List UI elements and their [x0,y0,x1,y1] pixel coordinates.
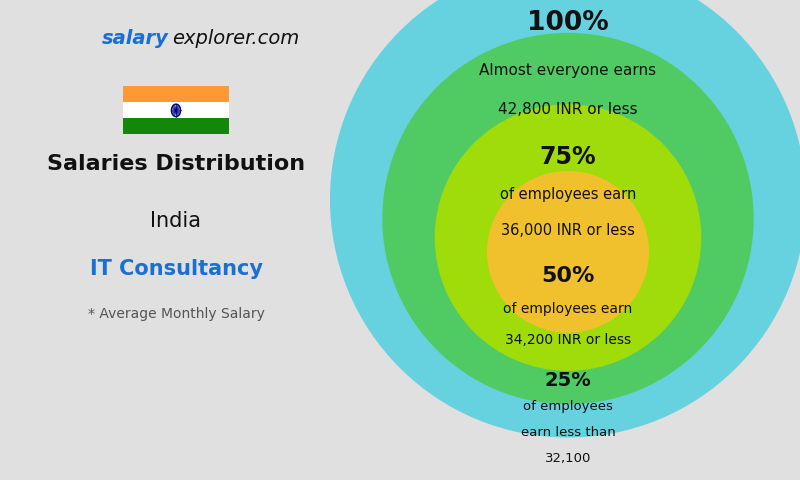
Text: 50%: 50% [542,265,594,286]
Text: 25%: 25% [545,371,591,390]
Text: 42,800 INR or less: 42,800 INR or less [498,102,638,117]
Text: Salaries Distribution: Salaries Distribution [47,154,305,174]
Text: 100%: 100% [527,11,609,36]
Text: of employees: of employees [523,400,613,413]
Bar [123,102,229,119]
Text: salary: salary [102,29,169,48]
Text: explorer.com: explorer.com [173,29,300,48]
Bar [123,86,229,102]
Circle shape [487,171,649,333]
Text: India: India [150,211,202,231]
Text: IT Consultancy: IT Consultancy [90,259,262,279]
Text: 75%: 75% [540,144,596,168]
Circle shape [434,104,702,371]
Text: of employees earn: of employees earn [500,187,636,202]
Text: 34,200 INR or less: 34,200 INR or less [505,333,631,347]
Text: 36,000 INR or less: 36,000 INR or less [501,223,635,238]
Circle shape [382,33,754,404]
Text: earn less than: earn less than [521,426,615,439]
Text: of employees earn: of employees earn [503,302,633,316]
Bar [123,119,229,134]
Text: * Average Monthly Salary: * Average Monthly Salary [87,307,265,321]
Text: 32,100: 32,100 [545,453,591,466]
Text: Almost everyone earns: Almost everyone earns [479,63,657,78]
Circle shape [330,0,800,438]
